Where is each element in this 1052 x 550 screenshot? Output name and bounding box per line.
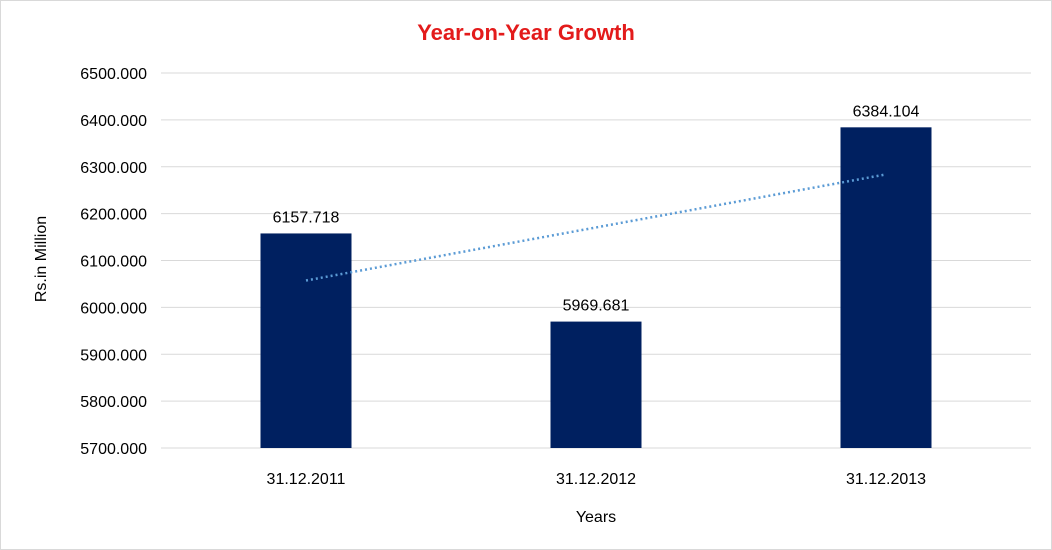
- x-category-label: 31.12.2013: [846, 471, 926, 488]
- y-axis-ticks: 5700.000 5800.000 5900.000 6000.000 6100.000…: [80, 66, 147, 458]
- y-tick-label: 6200.000: [80, 207, 147, 224]
- y-tick-label: 6300.000: [80, 160, 147, 177]
- bars: [260, 127, 932, 449]
- chart-title: Year-on-Year Growth: [417, 20, 635, 45]
- bar-31.12.2013: [840, 127, 932, 449]
- x-axis-title: Years: [576, 509, 616, 526]
- trendline: [305, 173, 887, 282]
- x-category-label: 31.12.2012: [556, 471, 636, 488]
- x-axis-categories: 31.12.2011 31.12.2012 31.12.2013: [267, 471, 927, 488]
- data-label: 5969.681: [563, 298, 630, 315]
- bar-31.12.2012: [550, 321, 642, 448]
- trendline-group: [305, 173, 887, 282]
- y-tick-label: 5700.000: [80, 441, 147, 458]
- y-tick-label: 5900.000: [80, 347, 147, 364]
- data-label: 6157.718: [273, 209, 340, 226]
- y-tick-label: 6400.000: [80, 113, 147, 130]
- data-labels: 6157.718 5969.681 6384.104: [273, 103, 920, 314]
- bar-31.12.2011: [260, 233, 352, 448]
- y-axis-title: Rs.in Million: [33, 216, 50, 302]
- data-label: 6384.104: [853, 103, 920, 120]
- y-tick-label: 6100.000: [80, 254, 147, 271]
- y-tick-label: 6500.000: [80, 66, 147, 83]
- y-tick-label: 5800.000: [80, 394, 147, 411]
- y-tick-label: 6000.000: [80, 300, 147, 317]
- x-category-label: 31.12.2011: [267, 471, 346, 488]
